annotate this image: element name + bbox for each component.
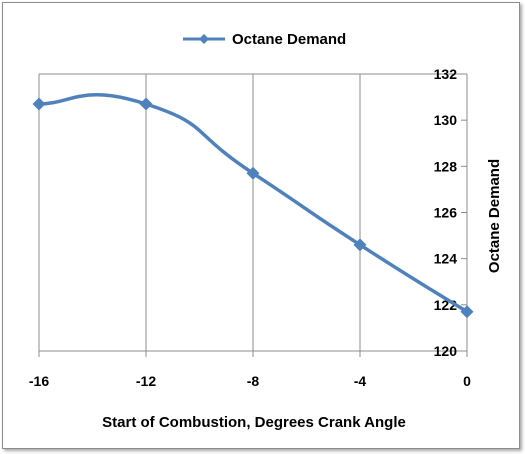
- data-point: [32, 97, 46, 111]
- x-tick-label: -4: [354, 373, 367, 389]
- legend-label: Octane Demand: [232, 31, 346, 48]
- axes: [38, 73, 468, 357]
- data-point: [139, 97, 153, 111]
- series-layer: [32, 93, 474, 319]
- x-tick-label: -16: [29, 373, 49, 389]
- y-tick-label: 132: [434, 66, 458, 82]
- data-point: [246, 166, 260, 180]
- y-tick-label: 128: [434, 158, 458, 174]
- data-point: [460, 305, 474, 319]
- x-tick-label: -8: [247, 373, 260, 389]
- chart-frame: -16 -12 -8 -4 0 120 122 124 126 128 130 132 Octane …: [2, 2, 520, 449]
- x-axis-title: Start of Combustion, Degrees Crank Angle: [102, 414, 406, 431]
- legend: Octane Demand: [183, 31, 346, 48]
- x-tick-label: -12: [136, 373, 156, 389]
- grid-lines: [145, 74, 361, 351]
- legend-diamond-marker: [199, 34, 209, 44]
- y-tick-label: 124: [434, 251, 458, 267]
- y-tick-label: 120: [434, 343, 458, 359]
- y-tick-label: 130: [434, 112, 458, 128]
- data-point: [353, 238, 367, 252]
- y-axis-title: Octane Demand: [486, 159, 503, 273]
- x-tick-label: 0: [463, 373, 471, 389]
- y-tick-label: 126: [434, 205, 458, 221]
